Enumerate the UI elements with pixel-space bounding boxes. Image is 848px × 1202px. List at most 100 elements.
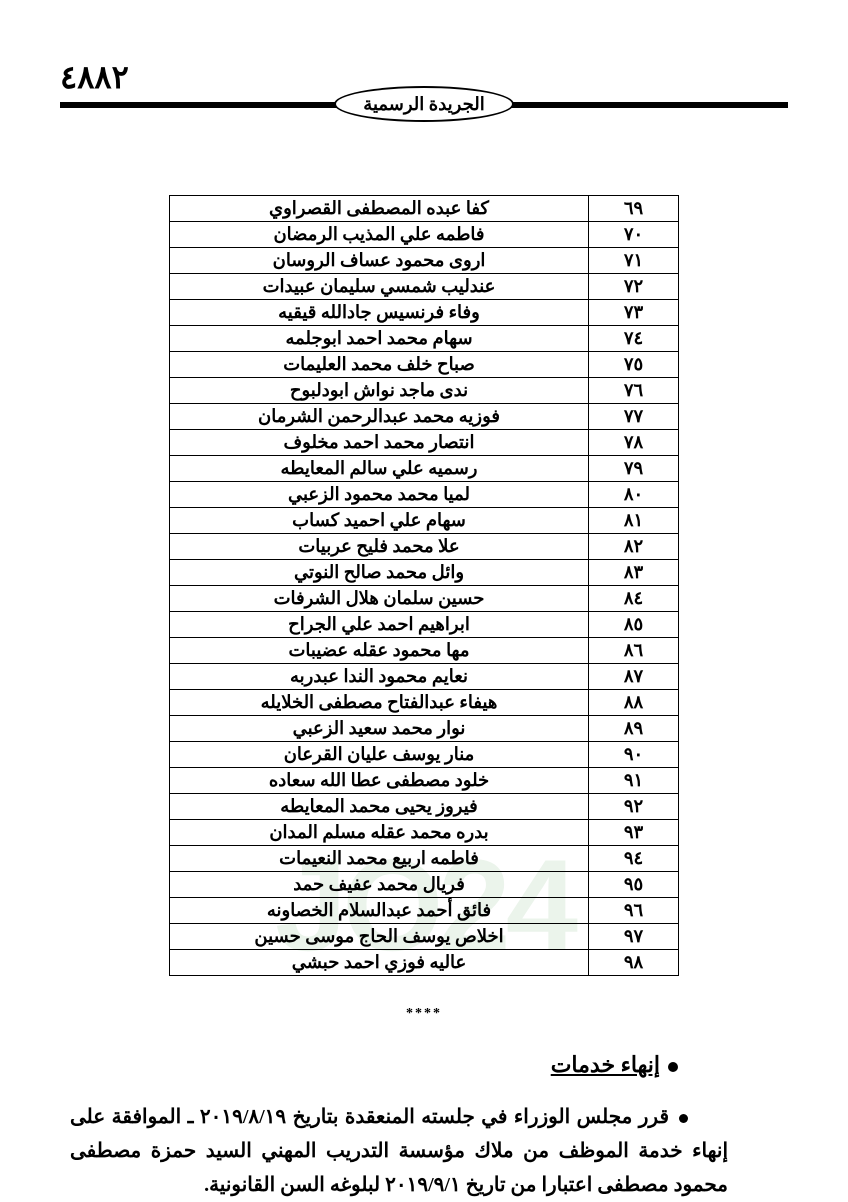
table-row: ٨٨هيفاء عبدالفتاح مصطفى الخلايله — [170, 690, 679, 716]
row-number: ٩٧ — [589, 924, 679, 950]
row-number: ٨١ — [589, 508, 679, 534]
row-number: ٩٣ — [589, 820, 679, 846]
row-name: علا محمد فليح عربيات — [170, 534, 589, 560]
row-name: صباح خلف محمد العليمات — [170, 352, 589, 378]
table-row: ٧٩رسميه علي سالم المعايطه — [170, 456, 679, 482]
table-row: ٨٥ابراهيم احمد علي الجراح — [170, 612, 679, 638]
row-name: فاطمه علي المذيب الرمضان — [170, 222, 589, 248]
separator-stars: **** — [60, 1006, 788, 1022]
table-row: ٧٢عندليب شمسي سليمان عبيدات — [170, 274, 679, 300]
table-row: ٩٠منار يوسف عليان القرعان — [170, 742, 679, 768]
table-row: ٨١سهام علي احميد كساب — [170, 508, 679, 534]
row-number: ٧٤ — [589, 326, 679, 352]
row-name: فريال محمد عفيف حمد — [170, 872, 589, 898]
page-number: ٤٨٨٢ — [60, 58, 129, 96]
table-row: ٩٨عاليه فوزي احمد حبشي — [170, 950, 679, 976]
row-name: ندى ماجد نواش ابودلبوح — [170, 378, 589, 404]
row-name: فيروز يحيى محمد المعايطه — [170, 794, 589, 820]
section-heading: إنهاء خدمات — [60, 1052, 678, 1078]
row-number: ٩٨ — [589, 950, 679, 976]
row-number: ٧١ — [589, 248, 679, 274]
table-row: ٨٣وائل محمد صالح النوتي — [170, 560, 679, 586]
row-number: ٨٢ — [589, 534, 679, 560]
row-number: ٩١ — [589, 768, 679, 794]
row-name: سهام محمد احمد ابوجلمه — [170, 326, 589, 352]
table-row: ٩٣بدره محمد عقله مسلم المدان — [170, 820, 679, 846]
row-number: ٦٩ — [589, 196, 679, 222]
row-name: سهام علي احميد كساب — [170, 508, 589, 534]
bullet-icon — [679, 1114, 688, 1123]
decree-text: قرر مجلس الوزراء في جلسته المنعقدة بتاري… — [70, 1100, 728, 1202]
row-name: لميا محمد محمود الزعبي — [170, 482, 589, 508]
row-name: اخلاص يوسف الحاج موسى حسين — [170, 924, 589, 950]
table-row: ٨٩نوار محمد سعيد الزعبي — [170, 716, 679, 742]
table-row: ٩٥فريال محمد عفيف حمد — [170, 872, 679, 898]
row-number: ٨٧ — [589, 664, 679, 690]
table-row: ٧٥صباح خلف محمد العليمات — [170, 352, 679, 378]
table-row: ٨٤حسين سلمان هلال الشرفات — [170, 586, 679, 612]
row-name: اروى محمود عساف الروسان — [170, 248, 589, 274]
row-number: ٨٥ — [589, 612, 679, 638]
table-row: ٧٠فاطمه علي المذيب الرمضان — [170, 222, 679, 248]
table-row: ٨٠لميا محمد محمود الزعبي — [170, 482, 679, 508]
table-row: ٧٧فوزيه محمد عبدالرحمن الشرمان — [170, 404, 679, 430]
row-name: ابراهيم احمد علي الجراح — [170, 612, 589, 638]
row-number: ٨٩ — [589, 716, 679, 742]
table-row: ٧٨انتصار محمد احمد مخلوف — [170, 430, 679, 456]
row-name: رسميه علي سالم المعايطه — [170, 456, 589, 482]
row-number: ٧٨ — [589, 430, 679, 456]
row-number: ٩٤ — [589, 846, 679, 872]
row-number: ٧٠ — [589, 222, 679, 248]
table-row: ٩٦فائق أحمد عبدالسلام الخصاونه — [170, 898, 679, 924]
row-number: ٧٧ — [589, 404, 679, 430]
table-row: ٩٤فاطمه اربيع محمد النعيمات — [170, 846, 679, 872]
row-number: ٩٢ — [589, 794, 679, 820]
row-number: ٨٠ — [589, 482, 679, 508]
header-title-oval: الجريدة الرسمية — [334, 86, 514, 122]
row-name: عاليه فوزي احمد حبشي — [170, 950, 589, 976]
table-row: ٨٧نعايم محمود الندا عبدربه — [170, 664, 679, 690]
row-number: ٨٤ — [589, 586, 679, 612]
row-number: ٧٣ — [589, 300, 679, 326]
row-name: خلود مصطفى عطا الله سعاده — [170, 768, 589, 794]
section-heading-text: إنهاء خدمات — [551, 1052, 660, 1077]
row-name: منار يوسف عليان القرعان — [170, 742, 589, 768]
row-number: ٧٢ — [589, 274, 679, 300]
row-name: بدره محمد عقله مسلم المدان — [170, 820, 589, 846]
bullet-icon — [668, 1062, 678, 1072]
row-name: هيفاء عبدالفتاح مصطفى الخلايله — [170, 690, 589, 716]
row-number: ٧٥ — [589, 352, 679, 378]
row-name: حسين سلمان هلال الشرفات — [170, 586, 589, 612]
table-row: ٧٣وفاء فرنسيس جادالله قيقيه — [170, 300, 679, 326]
row-number: ٩٠ — [589, 742, 679, 768]
row-number: ٨٦ — [589, 638, 679, 664]
row-name: مها محمود عقله عضيبات — [170, 638, 589, 664]
table-row: ٧٦ندى ماجد نواش ابودلبوح — [170, 378, 679, 404]
table-row: ٩٢فيروز يحيى محمد المعايطه — [170, 794, 679, 820]
row-name: وائل محمد صالح النوتي — [170, 560, 589, 586]
row-number: ٧٦ — [589, 378, 679, 404]
table-row: ٨٢علا محمد فليح عربيات — [170, 534, 679, 560]
table-row: ٧١اروى محمود عساف الروسان — [170, 248, 679, 274]
row-name: انتصار محمد احمد مخلوف — [170, 430, 589, 456]
row-number: ٨٨ — [589, 690, 679, 716]
row-number: ٨٣ — [589, 560, 679, 586]
row-name: كفا عبده المصطفى القصراوي — [170, 196, 589, 222]
names-table: ٦٩كفا عبده المصطفى القصراوي٧٠فاطمه علي ا… — [169, 195, 679, 976]
table-row: ٨٦مها محمود عقله عضيبات — [170, 638, 679, 664]
row-number: ٩٦ — [589, 898, 679, 924]
row-name: وفاء فرنسيس جادالله قيقيه — [170, 300, 589, 326]
row-name: فاطمه اربيع محمد النعيمات — [170, 846, 589, 872]
row-name: فوزيه محمد عبدالرحمن الشرمان — [170, 404, 589, 430]
table-row: ٧٤سهام محمد احمد ابوجلمه — [170, 326, 679, 352]
row-name: نوار محمد سعيد الزعبي — [170, 716, 589, 742]
table-row: ٩١خلود مصطفى عطا الله سعاده — [170, 768, 679, 794]
table-row: ٦٩كفا عبده المصطفى القصراوي — [170, 196, 679, 222]
decree-body: قرر مجلس الوزراء في جلسته المنعقدة بتاري… — [70, 1106, 728, 1196]
row-name: عندليب شمسي سليمان عبيدات — [170, 274, 589, 300]
row-name: نعايم محمود الندا عبدربه — [170, 664, 589, 690]
table-row: ٩٧اخلاص يوسف الحاج موسى حسين — [170, 924, 679, 950]
row-number: ٧٩ — [589, 456, 679, 482]
row-name: فائق أحمد عبدالسلام الخصاونه — [170, 898, 589, 924]
row-number: ٩٥ — [589, 872, 679, 898]
